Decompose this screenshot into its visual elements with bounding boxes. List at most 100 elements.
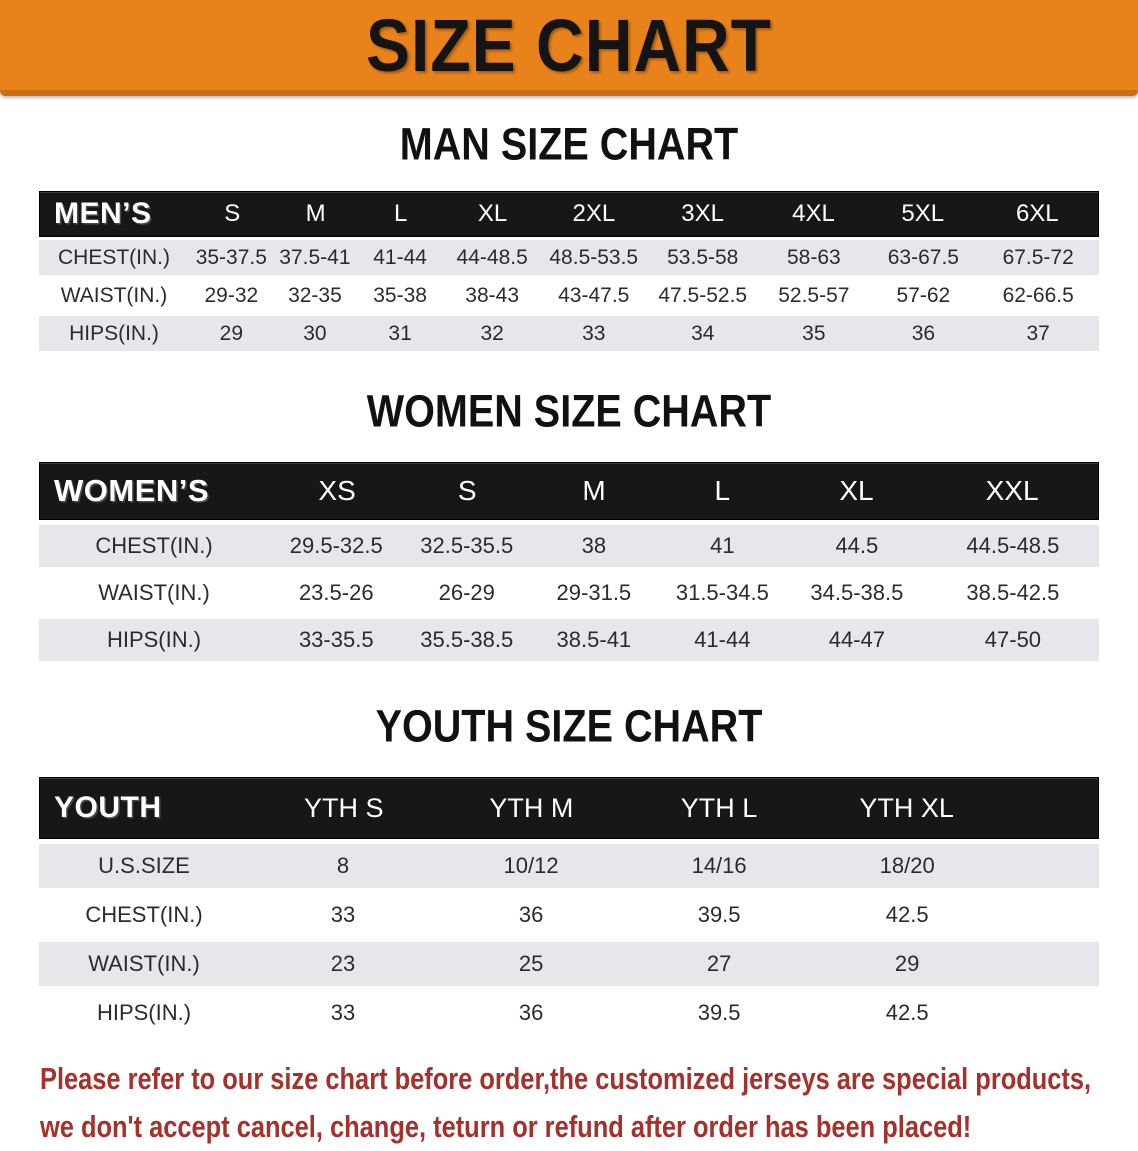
- size-value: 29.5-32.5: [289, 533, 383, 558]
- women-hips-row: HIPS(IN.) 33-35.5 35.5-38.5 38.5-41 41-4…: [39, 619, 1099, 661]
- size-value: 34.5-38.5: [810, 580, 904, 605]
- size-value: 44-47: [828, 627, 885, 652]
- size-value: 32: [480, 321, 504, 345]
- size-column-header: 4XL: [792, 200, 835, 227]
- size-value: 14/16: [691, 853, 747, 878]
- row-label: WAIST(IN.): [98, 580, 210, 605]
- size-column-header: 2XL: [572, 200, 616, 227]
- youth-ussize-row: U.S.SIZE 8 10/12 14/16 18/20: [39, 844, 1099, 888]
- disclaimer-line-1: Please refer to our size chart before or…: [40, 1061, 1092, 1096]
- size-value: 18/20: [879, 853, 935, 878]
- size-value: 42.5: [885, 902, 929, 927]
- size-column-header: L: [714, 475, 731, 506]
- row-label: U.S.SIZE: [98, 853, 190, 878]
- size-value: 58-63: [786, 245, 841, 269]
- size-value: 34: [691, 321, 715, 345]
- youth-hips-row: HIPS(IN.) 33 36 39.5 42.5: [39, 991, 1099, 1035]
- size-value: 10/12: [503, 853, 559, 878]
- banner: SIZE CHART: [0, 0, 1138, 96]
- row-label: HIPS(IN.): [69, 321, 159, 345]
- size-value: 37: [1026, 321, 1050, 345]
- size-value: 35-38: [373, 283, 427, 307]
- size-column-header: YTH M: [489, 792, 574, 823]
- youth-size-table: YOUTH YTH S YTH M YTH L YTH XL U.S.SIZE …: [39, 777, 1099, 1035]
- men-waist-row: WAIST(IN.) 29-32 32-35 35-38 38-43 43-47…: [39, 278, 1099, 313]
- youth-section: YOUTH SIZE CHART YOUTH YTH S YTH M YTH L…: [0, 702, 1138, 1035]
- size-value: 62-66.5: [1002, 283, 1074, 307]
- size-value: 41-44: [373, 245, 427, 269]
- row-label: CHEST(IN.): [95, 533, 213, 558]
- size-column-header: S: [457, 475, 477, 506]
- size-column-header: M: [305, 200, 326, 227]
- size-column-header: YTH S: [304, 792, 384, 823]
- size-column-header: 3XL: [681, 200, 724, 227]
- men-header-label: MEN’S: [54, 197, 152, 230]
- women-table-header: WOMEN’S XS S M L XL XXL: [39, 462, 1099, 520]
- row-label: HIPS(IN.): [106, 627, 202, 652]
- size-value: 57-62: [896, 283, 951, 307]
- size-value: 53.5-58: [667, 245, 739, 269]
- size-value: 38-43: [465, 283, 520, 307]
- size-column-header: 5XL: [901, 200, 945, 227]
- size-column-header: YTH L: [680, 792, 758, 823]
- size-value: 35: [802, 321, 826, 345]
- size-value: 27: [706, 951, 732, 976]
- youth-chest-row: CHEST(IN.) 33 36 39.5 42.5: [39, 893, 1099, 937]
- size-value: 48.5-53.5: [549, 245, 639, 269]
- size-column-header: XL: [477, 200, 508, 227]
- size-column-header: XS: [318, 475, 356, 506]
- size-value: 39.5: [697, 1000, 741, 1025]
- youth-table-header: YOUTH YTH S YTH M YTH L YTH XL: [39, 777, 1099, 839]
- women-chest-row: CHEST(IN.) 29.5-32.5 32.5-35.5 38 41 44.…: [39, 525, 1099, 567]
- women-size-table: WOMEN’S XS S M L XL XXL CHEST(IN.) 29.5-…: [39, 462, 1099, 661]
- size-value: 47.5-52.5: [658, 283, 748, 307]
- row-label: WAIST(IN.): [88, 951, 200, 976]
- size-value: 38.5-42.5: [966, 580, 1060, 605]
- disclaimer-line-2: we don't accept cancel, change, teturn o…: [40, 1109, 972, 1144]
- men-size-table: MEN’S S M L XL 2XL 3XL 4XL 5XL 6XL CHEST…: [39, 191, 1099, 351]
- size-value: 33: [582, 321, 606, 345]
- youth-waist-row: WAIST(IN.) 23 25 27 29: [39, 942, 1099, 986]
- size-value: 35-37.5: [195, 245, 267, 269]
- size-value: 23: [330, 951, 356, 976]
- size-value: 36: [518, 902, 544, 927]
- size-value: 26-29: [438, 580, 495, 605]
- size-value: 29-32: [204, 283, 259, 307]
- youth-header-label: YOUTH: [54, 791, 162, 824]
- size-value: 38: [581, 533, 607, 558]
- size-value: 44-48.5: [456, 245, 528, 269]
- men-section: MAN SIZE CHART MEN’S S M L XL 2XL 3XL 4X…: [0, 120, 1138, 351]
- size-value: 67.5-72: [1002, 245, 1074, 269]
- women-header-label: WOMEN’S: [54, 473, 210, 508]
- page-title: SIZE CHART: [366, 3, 772, 87]
- size-value: 31: [388, 321, 412, 345]
- size-value: 33-35.5: [298, 627, 374, 652]
- disclaimer: Please refer to our size chart before or…: [0, 1055, 1138, 1151]
- size-value: 23.5-26: [298, 580, 374, 605]
- size-value: 37.5-41: [279, 245, 351, 269]
- size-value: 44.5-48.5: [966, 533, 1060, 558]
- size-column-header: XL: [839, 475, 874, 506]
- size-value: 8: [336, 853, 350, 878]
- size-value: 30: [303, 321, 327, 345]
- men-table-header: MEN’S S M L XL 2XL 3XL 4XL 5XL 6XL: [39, 191, 1099, 237]
- size-value: 52.5-57: [778, 283, 850, 307]
- row-label: WAIST(IN.): [60, 283, 168, 307]
- size-column-header: L: [393, 200, 408, 227]
- size-value: 32.5-35.5: [420, 533, 514, 558]
- size-value: 25: [518, 951, 544, 976]
- row-label: CHEST(IN.): [58, 245, 170, 269]
- size-value: 36: [911, 321, 936, 345]
- women-section: WOMEN SIZE CHART WOMEN’S XS S M L XL XXL…: [0, 386, 1138, 661]
- size-value: 41: [710, 533, 735, 558]
- size-value: 33: [330, 902, 356, 927]
- size-value: 43-47.5: [558, 283, 630, 307]
- size-value: 33: [330, 1000, 356, 1025]
- women-section-title: WOMEN SIZE CHART: [366, 386, 772, 438]
- size-value: 39.5: [697, 902, 741, 927]
- men-chest-row: CHEST(IN.) 35-37.5 37.5-41 41-44 44-48.5…: [39, 240, 1099, 275]
- size-value: 41-44: [694, 627, 751, 652]
- size-value: 29-31.5: [556, 580, 632, 605]
- row-label: CHEST(IN.): [85, 902, 203, 927]
- women-waist-row: WAIST(IN.) 23.5-26 26-29 29-31.5 31.5-34…: [39, 572, 1099, 614]
